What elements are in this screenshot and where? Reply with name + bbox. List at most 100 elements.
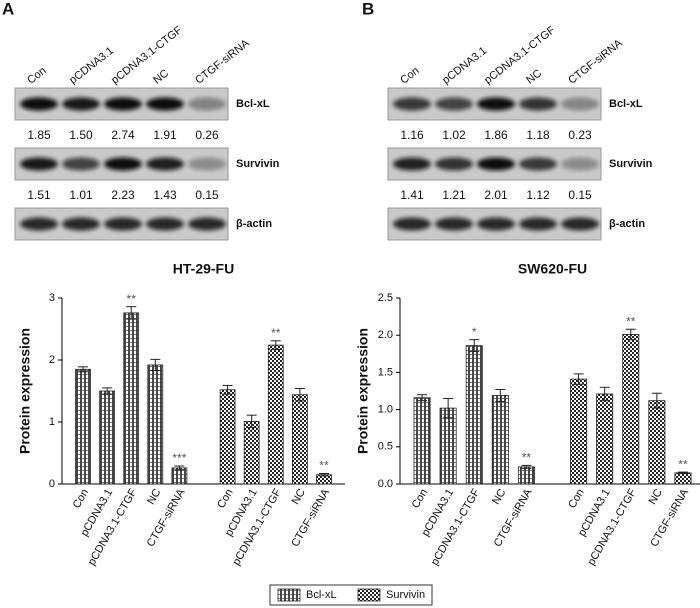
protein-label: Bcl-xL bbox=[236, 98, 270, 110]
band-value: 1.01 bbox=[69, 188, 93, 202]
y-tick-label: 2.5 bbox=[378, 292, 393, 304]
blot-band bbox=[477, 157, 515, 171]
x-tick-label: Con bbox=[71, 487, 91, 510]
blot-band bbox=[146, 157, 184, 171]
protein-label: β-actin bbox=[236, 218, 272, 230]
blot-band bbox=[188, 97, 226, 111]
band-value: 1.16 bbox=[400, 128, 424, 142]
band-value: 0.26 bbox=[195, 128, 219, 142]
bar bbox=[147, 364, 164, 485]
blot-band bbox=[393, 157, 431, 171]
error-bar bbox=[174, 465, 185, 471]
bar bbox=[491, 395, 509, 485]
blot-band bbox=[104, 157, 142, 171]
significance-label: ** bbox=[127, 292, 137, 306]
band-value: 0.15 bbox=[568, 188, 592, 202]
band-value: 0.15 bbox=[195, 188, 219, 202]
y-tick-label: 0.5 bbox=[378, 441, 393, 453]
bar bbox=[267, 344, 284, 485]
lane-label: pCDNA3.1 bbox=[440, 45, 489, 87]
error-bar bbox=[102, 387, 113, 395]
error-bar bbox=[651, 392, 662, 409]
y-tick-label: 2.0 bbox=[378, 329, 393, 341]
blot-band bbox=[20, 157, 58, 171]
y-tick-label: 0 bbox=[49, 478, 55, 490]
band-value: 1.12 bbox=[526, 188, 550, 202]
error-bar bbox=[625, 328, 636, 341]
y-tick-label: 1 bbox=[49, 416, 55, 428]
blot-band bbox=[477, 217, 515, 231]
x-tick-label: NC bbox=[145, 487, 163, 507]
bar bbox=[171, 467, 188, 485]
band-value: 1.18 bbox=[526, 128, 550, 142]
legend-box bbox=[269, 584, 433, 606]
blot-band bbox=[519, 97, 557, 111]
lane-label: CTGF-siRNA bbox=[566, 37, 625, 87]
x-tick-label: NC bbox=[490, 487, 508, 507]
blot-band bbox=[393, 97, 431, 111]
band-value: 1.02 bbox=[442, 128, 466, 142]
y-tick-label: 0.0 bbox=[378, 478, 393, 490]
y-tick-label: 1.5 bbox=[378, 366, 393, 378]
blot-band bbox=[104, 97, 142, 111]
y-tick-label: 1.0 bbox=[378, 404, 393, 416]
blot-band bbox=[20, 97, 58, 111]
blot-band bbox=[146, 97, 184, 111]
band-value: 0.23 bbox=[568, 128, 592, 142]
error-bar bbox=[495, 389, 506, 402]
lane-label: NC bbox=[524, 67, 544, 86]
error-bar bbox=[677, 471, 688, 475]
blot-band bbox=[104, 217, 142, 231]
band-value: 2.74 bbox=[111, 128, 135, 142]
band-value: 1.41 bbox=[400, 188, 424, 202]
chart-title: HT-29-FU bbox=[173, 261, 234, 277]
band-value: 1.91 bbox=[153, 128, 177, 142]
bar bbox=[413, 397, 431, 485]
chart-title: SW620-FU bbox=[518, 261, 587, 277]
lane-label: CTGF-siRNA bbox=[193, 37, 252, 87]
bar bbox=[243, 420, 260, 485]
blot-band bbox=[188, 157, 226, 171]
legend-swatch bbox=[277, 588, 301, 602]
bar bbox=[596, 393, 614, 485]
protein-label: Survivin bbox=[609, 158, 653, 170]
band-value: 1.86 bbox=[484, 128, 508, 142]
bar bbox=[465, 345, 483, 485]
blot-band bbox=[435, 97, 473, 111]
blot-band bbox=[561, 217, 599, 231]
band-value: 1.85 bbox=[27, 128, 51, 142]
error-bar bbox=[318, 472, 329, 477]
blot-band bbox=[188, 217, 226, 231]
bar bbox=[648, 400, 666, 485]
error-bar bbox=[78, 366, 89, 373]
bar bbox=[570, 378, 588, 485]
blot-band bbox=[561, 157, 599, 171]
error-bar bbox=[150, 358, 161, 372]
blot-band bbox=[435, 217, 473, 231]
lane-label: Con bbox=[25, 65, 48, 87]
band-value: 1.21 bbox=[442, 188, 466, 202]
error-bar bbox=[599, 386, 610, 402]
lane-label: NC bbox=[151, 67, 171, 86]
protein-label: Bcl-xL bbox=[609, 98, 643, 110]
bar bbox=[674, 472, 692, 485]
blot-band bbox=[561, 97, 599, 111]
panel-label: A bbox=[2, 0, 14, 18]
x-tick-label: NC bbox=[290, 487, 308, 507]
protein-label: Survivin bbox=[236, 158, 280, 170]
bar bbox=[123, 312, 140, 485]
bar bbox=[219, 389, 236, 485]
x-tick-label: pCDNA3.1-CTGF bbox=[429, 487, 483, 568]
legend-swatch bbox=[357, 588, 381, 602]
significance-label: * bbox=[472, 325, 477, 339]
significance-label: ** bbox=[522, 451, 532, 465]
x-tick-label: Con bbox=[410, 487, 430, 510]
error-bar bbox=[126, 306, 137, 320]
significance-label: ** bbox=[319, 459, 329, 473]
bar bbox=[291, 394, 308, 485]
x-tick-label: NC bbox=[647, 487, 665, 507]
blot-band bbox=[62, 157, 100, 171]
legend-label: Survivin bbox=[386, 589, 425, 601]
lane-label: pCDNA3.1-CTGF bbox=[109, 24, 185, 87]
